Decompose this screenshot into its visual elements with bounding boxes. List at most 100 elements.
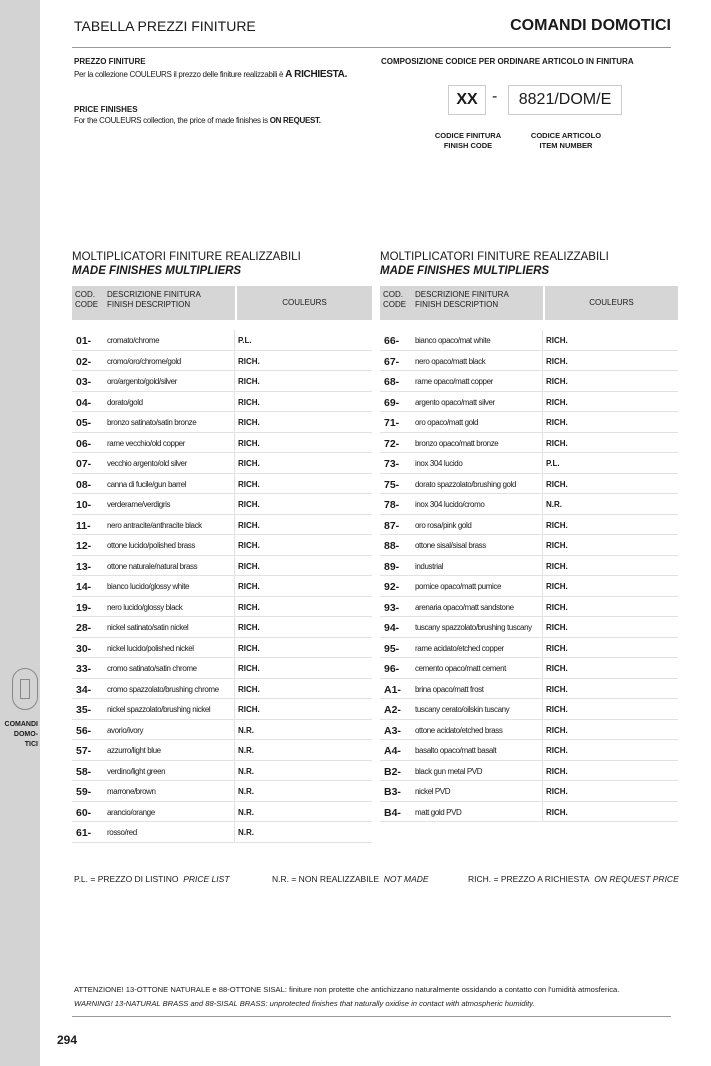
table-row: B2- black gun metal PVD RICH. bbox=[380, 760, 678, 781]
table-row: 59- marrone/brown N.R. bbox=[72, 781, 372, 802]
finish-description: bronzo satinato/satin bronze bbox=[107, 418, 197, 427]
couleurs-price: RICH. bbox=[546, 623, 568, 632]
finish-code: 14- bbox=[76, 581, 92, 593]
table-row: 35- nickel spazzolato/brushing nickel RICH… bbox=[72, 699, 372, 720]
finish-description: pomice opaco/matt pumice bbox=[415, 582, 502, 591]
couleurs-price: RICH. bbox=[238, 705, 260, 714]
finish-description: verdino/light green bbox=[107, 766, 166, 776]
finish-description: rame vecchio/old copper bbox=[107, 438, 185, 448]
table-row: 03- oro/argento/gold/silver RICH. bbox=[72, 371, 372, 392]
finish-code: 67- bbox=[384, 355, 400, 368]
couleurs-price: RICH. bbox=[238, 500, 260, 509]
col-couleurs-header: COULEURS bbox=[543, 286, 678, 320]
item-number-box: 8821/DOM/E bbox=[508, 85, 622, 115]
divider bbox=[72, 47, 671, 48]
finish-description: rame acidato/etched copper bbox=[415, 643, 504, 653]
finish-description: bronzo opaco/matt bronze bbox=[415, 438, 499, 448]
table-row: 11- nero antracite/anthracite black RICH. bbox=[72, 514, 372, 535]
couleurs-price: RICH. bbox=[238, 561, 260, 571]
finish-description: nickel satinato/satin nickel bbox=[107, 623, 189, 632]
finish-code: 07- bbox=[76, 458, 92, 470]
finish-code: 57- bbox=[76, 745, 92, 757]
table-row: 60- arancio/orange N.R. bbox=[72, 801, 372, 822]
finish-description: bianco opaco/mat white bbox=[415, 336, 491, 345]
table-row: 02- cromo/oro/chrome/gold RICH. bbox=[72, 350, 372, 371]
table-row: A1- brina opaco/matt frost RICH. bbox=[380, 678, 678, 699]
finish-description: cromo satinato/satin chrome bbox=[107, 664, 197, 673]
finish-code: 92- bbox=[384, 581, 400, 593]
finish-code: 04- bbox=[76, 396, 92, 409]
finish-description: vecchio argento/old silver bbox=[107, 459, 187, 468]
finish-description: dorato spazzolato/brushing gold bbox=[415, 479, 517, 489]
finish-code: B3- bbox=[384, 786, 401, 798]
finish-description: rosso/red bbox=[107, 828, 137, 837]
col-code-header: COD. CODE bbox=[75, 290, 99, 309]
finish-description: ottone acidato/etched brass bbox=[415, 725, 503, 735]
couleurs-price: RICH. bbox=[238, 459, 260, 468]
table-row: 92- pomice opaco/matt pumice RICH. bbox=[380, 576, 678, 597]
finish-code: A1- bbox=[384, 683, 401, 696]
table-row: 68- rame opaco/matt copper RICH. bbox=[380, 371, 678, 392]
table-row: 01- cromato/chrome P.L. bbox=[72, 330, 372, 351]
table-row: 88- ottone sisal/sisal brass RICH. bbox=[380, 535, 678, 556]
table-row: 06- rame vecchio/old copper RICH. bbox=[72, 432, 372, 453]
finish-code: 33- bbox=[76, 663, 92, 675]
couleurs-price: RICH. bbox=[546, 725, 568, 735]
table-row: 93- arenaria opaco/matt sandstone RICH. bbox=[380, 596, 678, 617]
finish-code: 78- bbox=[384, 499, 400, 511]
finish-code: 60- bbox=[76, 806, 92, 819]
couleurs-price: RICH. bbox=[546, 766, 568, 776]
couleurs-price: RICH. bbox=[546, 746, 568, 755]
finish-description: arancio/orange bbox=[107, 807, 155, 817]
table-row: A4- basalto opaco/matt basalt RICH. bbox=[380, 740, 678, 761]
table-row: 69- argento opaco/matt silver RICH. bbox=[380, 391, 678, 412]
couleurs-price: RICH. bbox=[546, 602, 568, 612]
couleurs-price: RICH. bbox=[238, 664, 260, 673]
table-title: MOLTIPLICATORI FINITURE REALIZZABILI bbox=[72, 251, 301, 263]
col-couleurs-header: COULEURS bbox=[235, 286, 372, 320]
finish-description: cromo spazzolato/brushing chrome bbox=[107, 684, 219, 694]
code-composition-title: COMPOSIZIONE CODICE PER ORDINARE ARTICOL… bbox=[381, 57, 634, 66]
finish-code: B2- bbox=[384, 765, 401, 778]
couleurs-price: RICH. bbox=[546, 541, 568, 550]
couleurs-price: N.R. bbox=[238, 807, 254, 817]
table-row: 28- nickel satinato/satin nickel RICH. bbox=[72, 617, 372, 638]
couleurs-price: P.L. bbox=[238, 336, 252, 345]
couleurs-price: RICH. bbox=[546, 479, 568, 489]
multipliers-table-right: MOLTIPLICATORI FINITURE REALIZZABILI MADE… bbox=[380, 250, 678, 822]
finish-description: nickel spazzolato/brushing nickel bbox=[107, 705, 211, 714]
table-row: 89- industrial RICH. bbox=[380, 555, 678, 576]
table-row: 05- bronzo satinato/satin bronze RICH. bbox=[72, 412, 372, 433]
finish-code: 13- bbox=[76, 560, 92, 573]
finish-description: tuscany cerato/oilskin tuscany bbox=[415, 705, 510, 714]
table-row: 66- bianco opaco/mat white RICH. bbox=[380, 330, 678, 351]
finish-description: matt gold PVD bbox=[415, 807, 462, 817]
table-row: 94- tuscany spazzolato/brushing tuscany RI… bbox=[380, 617, 678, 638]
table-row: 04- dorato/gold RICH. bbox=[72, 391, 372, 412]
table-row: B3- nickel PVD RICH. bbox=[380, 781, 678, 802]
table-header: COD. CODE DESCRIZIONE FINITURA FINISH DESCR… bbox=[380, 286, 678, 320]
finish-code: 10- bbox=[76, 499, 92, 511]
finish-code: 02- bbox=[76, 355, 92, 368]
finish-description: argento opaco/matt silver bbox=[415, 397, 495, 407]
finish-description: dorato/gold bbox=[107, 397, 143, 407]
table-row: 95- rame acidato/etched copper RICH. bbox=[380, 637, 678, 658]
couleurs-price: N.R. bbox=[238, 746, 254, 755]
table-row: 67- nero opaco/matt black RICH. bbox=[380, 350, 678, 371]
finish-description: arenaria opaco/matt sandstone bbox=[415, 602, 514, 612]
couleurs-price: RICH. bbox=[546, 582, 568, 591]
couleurs-price: RICH. bbox=[546, 705, 568, 714]
couleurs-price: RICH. bbox=[546, 664, 568, 673]
couleurs-price: RICH. bbox=[238, 582, 260, 591]
finish-description: avorio/ivory bbox=[107, 725, 144, 735]
legend-rich: RICH. = PREZZO A RICHIESTA ON REQUEST PR… bbox=[468, 874, 679, 884]
legend-nr: N.R. = NON REALIZZABILE NOT MADE bbox=[272, 874, 429, 884]
couleurs-price: RICH. bbox=[546, 807, 568, 817]
table-row: A2- tuscany cerato/oilskin tuscany RICH. bbox=[380, 699, 678, 720]
finish-code: 11- bbox=[76, 519, 91, 532]
couleurs-price: RICH. bbox=[238, 684, 260, 694]
table-row: 71- oro opaco/matt gold RICH. bbox=[380, 412, 678, 433]
finish-code: 05- bbox=[76, 417, 92, 429]
section-title: COMANDI DOMOTICI bbox=[510, 17, 671, 34]
finish-description: nickel lucido/polished nickel bbox=[107, 643, 194, 653]
